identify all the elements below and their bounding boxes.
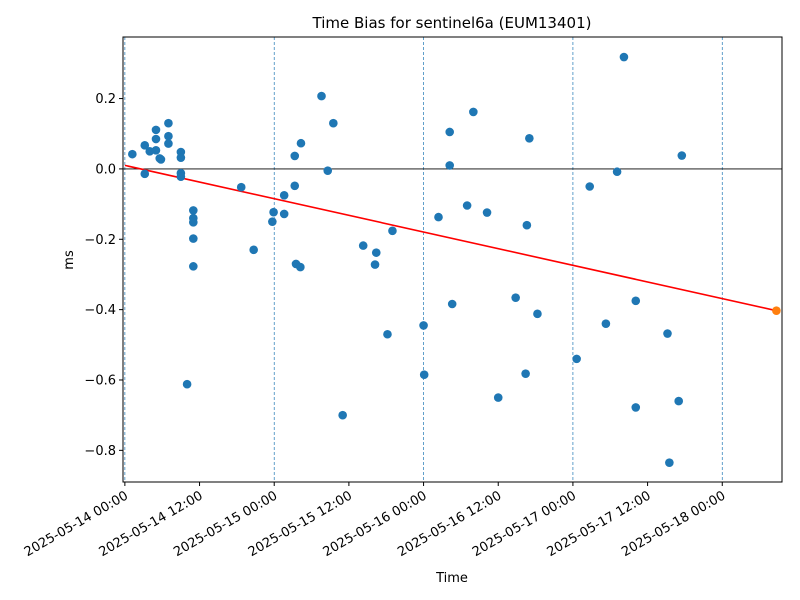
y-tick-label: −0.2 (84, 233, 116, 248)
data-point (317, 91, 326, 101)
y-tick-label: −0.8 (84, 444, 116, 459)
y-tick-label: −0.4 (84, 303, 116, 318)
data-point (663, 329, 672, 338)
data-point (358, 241, 368, 250)
data-point (140, 169, 150, 179)
data-point (447, 299, 457, 309)
y-axis-ticks: −0.8 −0.6 −0.4 −0.2 0.0 0.2 (84, 92, 123, 459)
data-point (482, 208, 492, 217)
fit-line (124, 164, 777, 312)
data-point (268, 217, 277, 226)
y-axis-label: ms (62, 250, 77, 270)
data-point (290, 181, 300, 191)
data-point (176, 153, 186, 162)
data-point (155, 154, 165, 163)
data-point (296, 138, 306, 148)
data-point (323, 166, 333, 175)
data-point (164, 118, 173, 128)
data-point (419, 370, 429, 380)
data-point (290, 151, 300, 161)
x-axis-label: Time (435, 571, 468, 586)
data-point (279, 209, 289, 219)
data-point (371, 248, 381, 257)
data-point (128, 149, 137, 159)
data-point (462, 201, 472, 210)
data-point (182, 379, 192, 389)
data-point (279, 191, 289, 200)
data-point (329, 118, 338, 128)
predicted-point (772, 306, 781, 315)
data-point (189, 218, 198, 227)
data-point (612, 167, 622, 177)
data-point (434, 212, 443, 222)
data-point (601, 319, 611, 328)
data-point (522, 220, 532, 230)
data-point (631, 403, 641, 412)
y-tick-label: 0.0 (95, 162, 116, 177)
data-point (189, 206, 198, 215)
axes-frame (122, 36, 783, 483)
data-point (388, 226, 397, 236)
data-point (677, 151, 687, 160)
data-point (269, 207, 278, 217)
data-point (521, 369, 530, 378)
data-point (665, 458, 674, 467)
data-point (619, 52, 629, 62)
plot-area (123, 37, 782, 482)
data-point (249, 245, 258, 255)
data-point (533, 309, 542, 319)
y-tick-label: 0.2 (95, 92, 116, 107)
y-tick-label: −0.6 (84, 373, 116, 388)
data-point (383, 329, 392, 339)
data-point (151, 134, 161, 144)
data-point (164, 131, 173, 141)
data-point (296, 262, 305, 272)
data-point (140, 141, 150, 150)
data-point (370, 260, 380, 269)
data-point (189, 234, 198, 243)
data-point (631, 296, 641, 306)
data-point (164, 139, 173, 148)
data-point (445, 161, 454, 170)
data-point (151, 125, 161, 135)
data-point (189, 262, 198, 271)
data-point (419, 321, 428, 330)
data-point (469, 107, 478, 117)
data-point (176, 172, 186, 181)
data-point (493, 393, 503, 402)
data-point (338, 410, 347, 420)
data-point (236, 182, 246, 192)
data-point (151, 145, 161, 155)
data-point (511, 293, 520, 302)
data-point (585, 182, 595, 191)
chart-title: Time Bias for sentinel6a (EUM13401) (312, 14, 592, 32)
data-point (674, 396, 684, 406)
data-point (572, 354, 581, 364)
data-point (525, 134, 534, 143)
data-point (445, 127, 454, 137)
